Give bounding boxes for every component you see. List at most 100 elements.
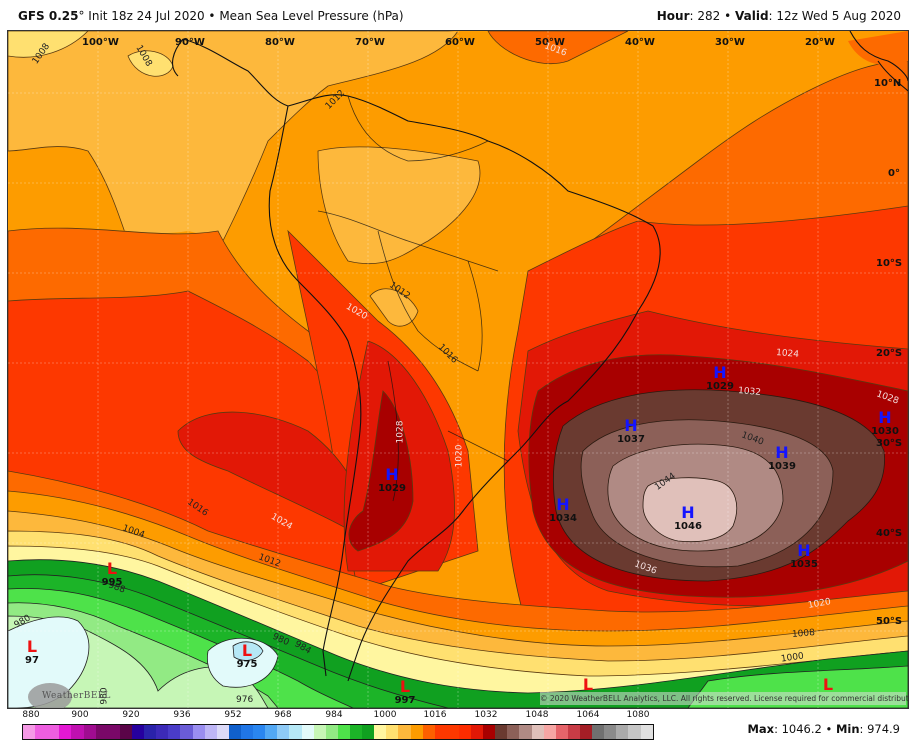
colorbar-swatch (446, 725, 459, 739)
colorbar-swatch (531, 725, 544, 739)
colorbar-swatch (640, 725, 653, 739)
pressure-value: 1037 (617, 434, 645, 445)
high-pressure-center[interactable]: H 1029 (700, 363, 740, 393)
hour-value: : 282 (689, 9, 721, 23)
colorbar-swatch (604, 725, 617, 739)
colorbar-swatch (471, 725, 484, 739)
colorbar-swatch (410, 725, 423, 739)
pressure-value: 997 (394, 695, 416, 706)
colorbar-swatch (265, 725, 278, 739)
stats-separator: • (821, 722, 836, 736)
colorbar-tick: 1000 (373, 710, 397, 720)
colorbar-swatch (628, 725, 641, 739)
longitude-label: 100°W (82, 37, 119, 48)
colorbar-swatch (253, 725, 266, 739)
min-value: : 974.9 (859, 722, 900, 736)
colorbar-tick: 952 (224, 710, 242, 720)
hour-label: Hour (656, 9, 690, 23)
low-pressure-center[interactable]: L (808, 677, 848, 693)
colorbar-swatch (313, 725, 326, 739)
colorbar-swatch (228, 725, 241, 739)
pressure-value: 1029 (378, 483, 406, 494)
colorbar-swatch (349, 725, 363, 739)
colorbar-swatch (71, 725, 84, 739)
pressure-value: 1046 (674, 521, 702, 532)
colorbar-swatch (374, 725, 387, 739)
colorbar-swatch (168, 725, 181, 739)
pressure-map[interactable]: 100°W 90°W 80°W 70°W 60°W 50°W 40°W 30°W… (7, 30, 909, 709)
max-min-stats: Max: 1046.2 • Min: 974.9 (747, 722, 900, 736)
high-pressure-icon: H (556, 495, 570, 514)
min-label: Min (835, 722, 860, 736)
high-pressure-icon: H (624, 416, 638, 435)
colorbar-swatch (555, 725, 568, 739)
logo-text: WeatherBELL (42, 691, 111, 701)
title-separator: • (204, 9, 220, 23)
high-pressure-center[interactable]: H 1029 (372, 465, 412, 495)
high-pressure-icon: H (681, 503, 695, 522)
colorbar-swatch (543, 725, 556, 739)
colorbar-swatch (277, 725, 290, 739)
latitude-label: 40°S (876, 528, 903, 539)
contour-label: 1020 (454, 444, 465, 468)
colorbar-swatch (119, 725, 132, 739)
low-pressure-center[interactable]: L (568, 677, 608, 693)
longitude-label: 50°W (535, 37, 565, 48)
low-pressure-center[interactable]: L 97 (12, 639, 52, 667)
colorbar-tick: 1032 (474, 710, 498, 720)
colorbar-swatch (325, 725, 338, 739)
colorbar-swatch (495, 725, 508, 739)
high-pressure-center[interactable]: H 1046 (668, 503, 708, 533)
colorbar-swatch (59, 725, 72, 739)
colorbar-swatch (35, 725, 48, 739)
colorbar-swatch (616, 725, 629, 739)
pressure-colorbar: 880 900 920 936 952 968 984 1000 1016 10… (20, 710, 654, 744)
low-pressure-center[interactable]: L 995 (92, 559, 132, 589)
high-pressure-icon: H (878, 408, 892, 427)
colorbar-swatch (192, 725, 205, 739)
colorbar-tick: 936 (173, 710, 191, 720)
high-pressure-center[interactable]: H 1037 (611, 416, 651, 446)
low-pressure-icon: L (582, 675, 594, 694)
low-pressure-center[interactable]: L 975 (227, 641, 267, 671)
latitude-label: 30°S (876, 438, 903, 449)
low-pressure-icon: L (399, 677, 411, 696)
colorbar-swatch (23, 725, 36, 739)
colorbar-swatch (144, 725, 157, 739)
valid-label: Valid (735, 9, 769, 23)
pressure-value: 1030 (871, 426, 899, 437)
colorbar-swatch (507, 725, 520, 739)
pressure-value: 1029 (706, 381, 734, 392)
pressure-value: 1035 (790, 559, 818, 570)
colorbar-swatch (567, 725, 581, 739)
colorbar-swatch (83, 725, 96, 739)
copyright-notice: © 2020 WeatherBELL Analytics, LLC. All r… (540, 692, 909, 705)
longitude-label: 70°W (355, 37, 385, 48)
high-pressure-center[interactable]: H 1034 (543, 495, 583, 525)
low-pressure-icon: L (241, 641, 253, 660)
colorbar-tick: 968 (274, 710, 292, 720)
pressure-value: 97 (25, 655, 39, 666)
high-pressure-center[interactable]: H 1030 (865, 408, 905, 438)
colorbar-swatch (580, 725, 593, 739)
latitude-label: 0° (888, 168, 900, 179)
colorbar-tick: 1064 (576, 710, 600, 720)
high-pressure-center[interactable]: H 1039 (762, 445, 802, 473)
high-pressure-icon: H (797, 541, 811, 560)
colorbar-swatch (483, 725, 496, 739)
high-pressure-center[interactable]: H 1035 (784, 541, 824, 571)
colorbar-tick: 900 (71, 710, 89, 720)
low-pressure-icon: L (106, 559, 118, 578)
high-pressure-icon: H (385, 465, 399, 484)
colorbar-swatch (289, 725, 302, 739)
low-pressure-center[interactable]: L 997 (385, 677, 425, 707)
colorbar-swatch (458, 725, 472, 739)
colorbar-swatch (131, 725, 145, 739)
colorbar-swatch (386, 725, 399, 739)
logo-disc-icon (28, 683, 72, 708)
max-label: Max (747, 722, 775, 736)
high-pressure-icon: H (713, 363, 727, 382)
colorbar-swatch (519, 725, 532, 739)
colorbar-swatch (204, 725, 217, 739)
colorbar-swatch (398, 725, 411, 739)
